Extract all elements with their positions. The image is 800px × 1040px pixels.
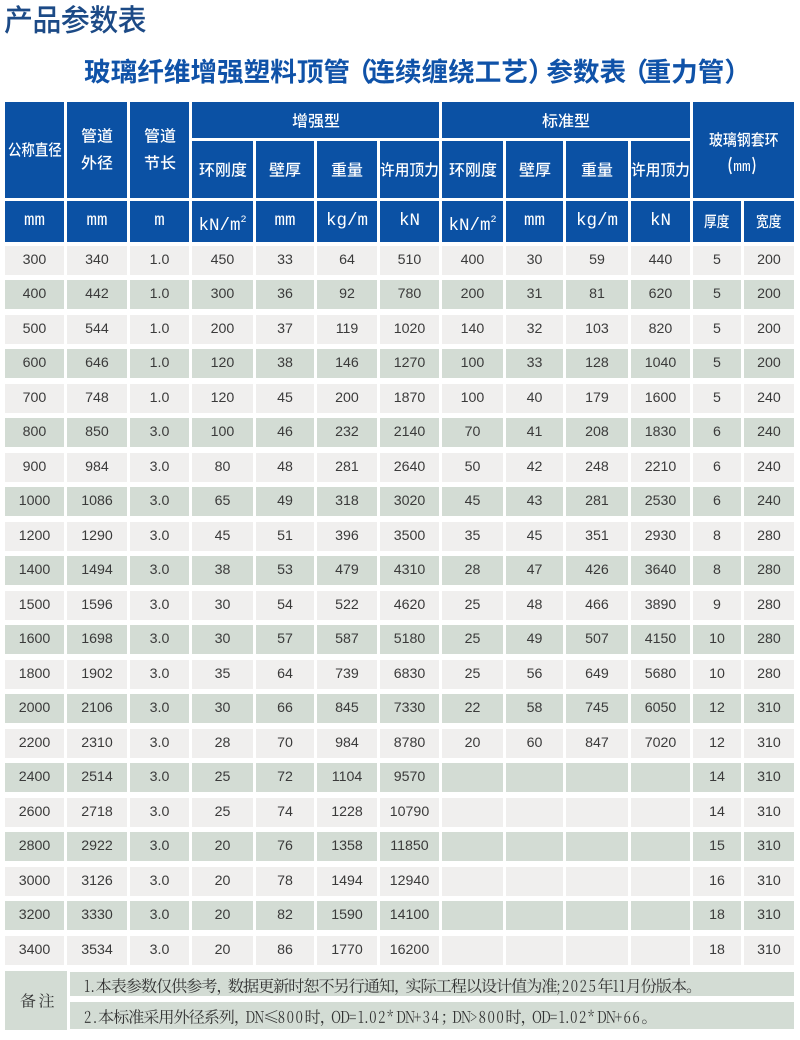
svg-text:mm: mm [733,160,750,176]
